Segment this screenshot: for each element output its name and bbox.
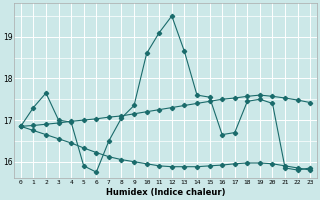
X-axis label: Humidex (Indice chaleur): Humidex (Indice chaleur): [106, 188, 225, 197]
